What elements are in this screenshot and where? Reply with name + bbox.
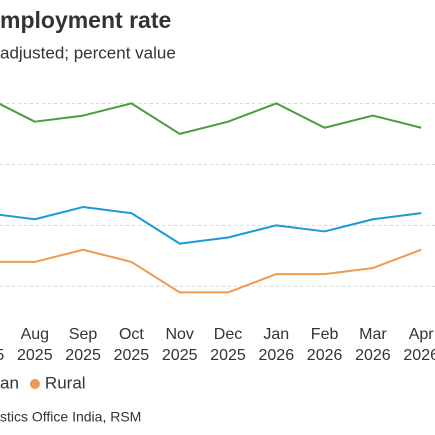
x-tick-label: 2025 <box>65 347 101 364</box>
x-tick-label: 2025 <box>0 347 4 364</box>
x-tick-label: Apr <box>409 326 435 343</box>
x-tick-label: Dec <box>214 326 242 343</box>
x-tick-label: Mar <box>359 326 387 343</box>
x-tick-label: Oct <box>119 326 144 343</box>
x-tick-label: Aug <box>21 326 49 343</box>
legend-label: an <box>0 373 19 392</box>
x-tick-label: 2026 <box>403 347 435 364</box>
x-tick-label: 2026 <box>307 347 343 364</box>
chart-title: mployment rate <box>0 7 171 33</box>
chart-subtitle: adjusted; percent value <box>0 43 176 62</box>
x-tick-label: 2025 <box>17 347 53 364</box>
x-tick-label: Sep <box>69 326 98 343</box>
x-tick-label: 2025 <box>114 347 150 364</box>
x-tick-label: 2026 <box>259 347 295 364</box>
x-tick-label: Jan <box>263 326 289 343</box>
legend-marker <box>29 379 40 389</box>
x-tick-label: 2025 <box>210 347 246 364</box>
x-tick-label: Nov <box>165 326 193 343</box>
x-tick-label: 2026 <box>355 347 391 364</box>
series-line <box>0 206 422 245</box>
source-note: stics Office India, RSM <box>0 409 141 425</box>
x-tick-label: 2025 <box>162 347 198 364</box>
series-line <box>0 248 422 294</box>
legend-label: Rural <box>45 373 86 392</box>
series-line <box>0 102 422 135</box>
x-tick-label: Feb <box>311 326 339 343</box>
